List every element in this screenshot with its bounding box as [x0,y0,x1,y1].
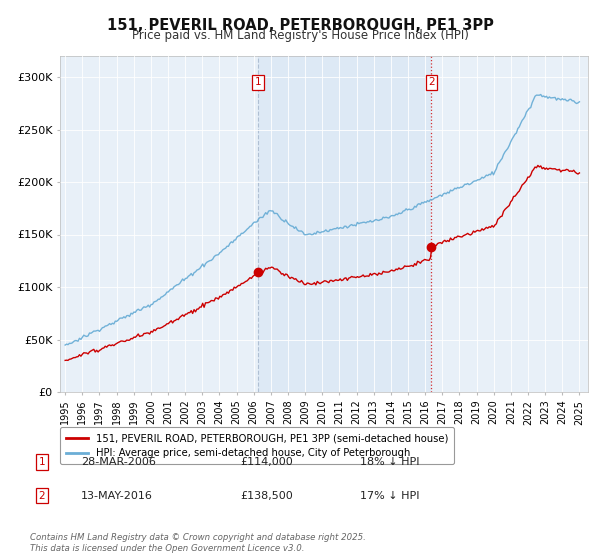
Text: 28-MAR-2006: 28-MAR-2006 [81,457,156,467]
Text: £138,500: £138,500 [240,491,293,501]
Text: 18% ↓ HPI: 18% ↓ HPI [360,457,419,467]
Text: 2: 2 [38,491,46,501]
Bar [258,56,431,392]
Text: 151, PEVERIL ROAD, PETERBOROUGH, PE1 3PP: 151, PEVERIL ROAD, PETERBOROUGH, PE1 3PP [107,18,493,34]
Text: Contains HM Land Registry data © Crown copyright and database right 2025.
This d: Contains HM Land Registry data © Crown c… [30,533,366,553]
Text: 17% ↓ HPI: 17% ↓ HPI [360,491,419,501]
Legend: 151, PEVERIL ROAD, PETERBOROUGH, PE1 3PP (semi-detached house), HPI: Average pri: 151, PEVERIL ROAD, PETERBOROUGH, PE1 3PP… [60,427,454,464]
Text: 1: 1 [38,457,46,467]
Text: Price paid vs. HM Land Registry's House Price Index (HPI): Price paid vs. HM Land Registry's House … [131,29,469,42]
Text: 2: 2 [428,77,435,87]
Text: 1: 1 [254,77,261,87]
Text: £114,000: £114,000 [240,457,293,467]
Text: 13-MAY-2016: 13-MAY-2016 [81,491,153,501]
